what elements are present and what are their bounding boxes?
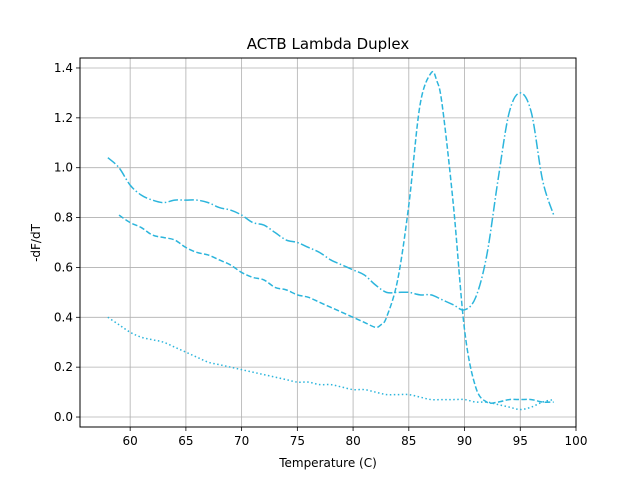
y-tick-label: 0.0: [54, 410, 73, 424]
x-tick-label: 60: [123, 434, 138, 448]
plot-frame: [79, 57, 577, 428]
chart-title: ACTB Lambda Duplex: [247, 35, 410, 53]
y-tick-label: 0.8: [54, 211, 73, 225]
x-tick-label: 90: [457, 434, 472, 448]
series-layer: [107, 70, 555, 411]
y-tick-label: 0.4: [54, 310, 73, 324]
x-tick-label: 80: [345, 434, 360, 448]
x-tick-label: 100: [565, 434, 588, 448]
series-line-dashdot: [107, 92, 555, 311]
y-tick-label: 1.4: [54, 61, 73, 75]
x-axis-label: Temperature (C): [278, 456, 377, 470]
x-tick-label: 85: [401, 434, 416, 448]
y-axis-label: -dF/dT: [29, 223, 43, 262]
x-tick-label: 75: [290, 434, 305, 448]
x-tick-label: 95: [513, 434, 528, 448]
x-tick-label: 65: [178, 434, 193, 448]
y-tick-label: 1.2: [54, 111, 73, 125]
tick-layer: 60 65 70 75 80 85 90 95 100 0.0 0.2 0.4 0.6 0.8 1.0 1.2…: [54, 61, 588, 448]
series-line-dashed: [118, 70, 554, 405]
y-tick-label: 1.0: [54, 161, 73, 175]
x-tick-label: 70: [234, 434, 249, 448]
y-tick-label: 0.6: [54, 260, 73, 274]
y-tick-label: 0.2: [54, 360, 73, 374]
